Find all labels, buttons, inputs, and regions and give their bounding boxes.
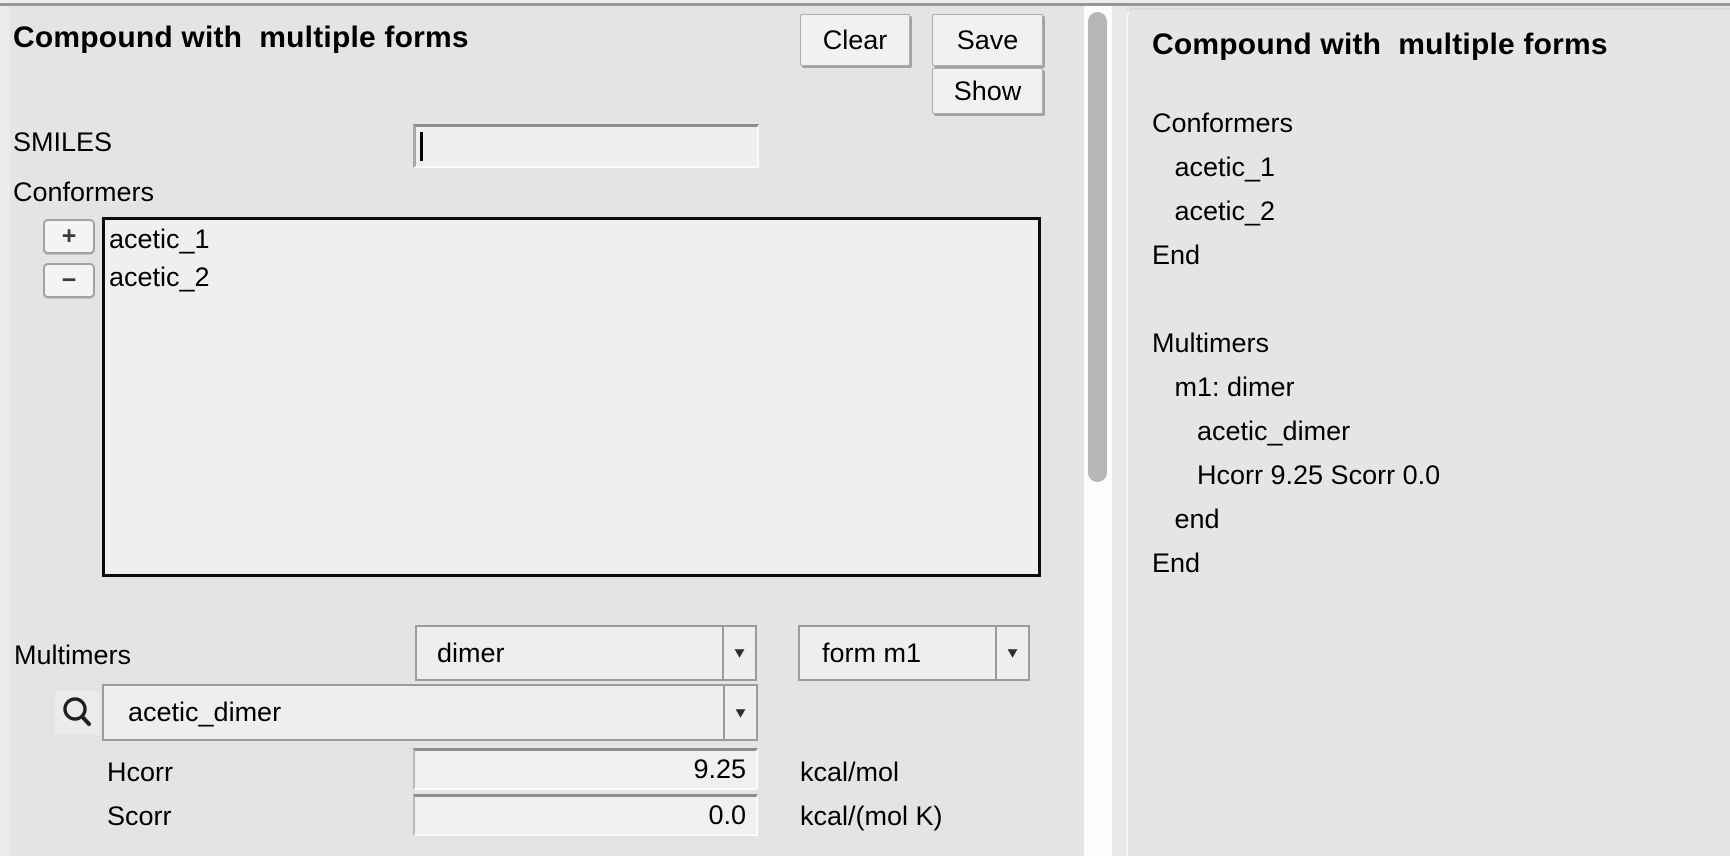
preview-line: Multimers xyxy=(1152,327,1270,358)
conformers-listbox[interactable]: acetic_1 acetic_2 xyxy=(102,217,1041,577)
hcorr-input[interactable] xyxy=(413,748,758,790)
search-icon xyxy=(63,697,91,726)
search-button[interactable] xyxy=(55,691,99,735)
preview-line: End xyxy=(1152,547,1201,578)
panel-divider xyxy=(1112,6,1126,856)
list-item[interactable]: acetic_2 xyxy=(109,261,210,292)
show-button[interactable]: Show xyxy=(932,68,1043,114)
conformers-label: Conformers xyxy=(13,177,155,207)
multimers-label: Multimers xyxy=(14,640,132,670)
chevron-down-icon: ▼ xyxy=(995,627,1028,679)
remove-conformer-button[interactable]: − xyxy=(43,263,95,298)
text-cursor xyxy=(420,132,423,161)
window-top-strip xyxy=(0,0,1730,3)
scorr-label: Scorr xyxy=(107,801,172,831)
page-title: Compound with multiple forms xyxy=(13,21,469,54)
hcorr-label: Hcorr xyxy=(107,757,173,787)
preview-title: Compound with multiple forms xyxy=(1152,28,1608,61)
preview-line: Hcorr 9.25 Scorr 0.0 xyxy=(1152,459,1441,490)
scrollbar-thumb[interactable] xyxy=(1088,12,1107,482)
left-edge-strip xyxy=(0,6,10,856)
preview-text: Conformers acetic_1 acetic_2 End Multimers… xyxy=(1152,101,1720,585)
hcorr-unit: kcal/mol xyxy=(800,757,900,787)
dropdown-value: form m1 xyxy=(822,637,922,668)
dropdown-value: acetic_dimer xyxy=(128,697,282,727)
preview-line: acetic_1 xyxy=(1152,151,1276,182)
clear-button[interactable]: Clear xyxy=(800,14,910,66)
preview-line: acetic_2 xyxy=(1152,195,1276,226)
chevron-down-icon: ▼ xyxy=(723,686,756,739)
scrollbar-track[interactable] xyxy=(1084,6,1112,856)
preview-line: End xyxy=(1152,239,1201,270)
smiles-input[interactable] xyxy=(413,124,759,168)
add-conformer-button[interactable]: + xyxy=(43,219,95,254)
multimer-form-dropdown[interactable]: form m1 ▼ xyxy=(798,625,1030,681)
preview-line: Conformers xyxy=(1152,107,1294,138)
preview-line: end xyxy=(1152,503,1220,534)
save-button[interactable]: Save xyxy=(932,14,1043,66)
preview-line: m1: dimer xyxy=(1152,371,1295,402)
multimer-conformer-dropdown[interactable]: acetic_dimer ▼ xyxy=(102,684,758,741)
preview-panel: Compound with multiple forms Conformers … xyxy=(1126,8,1730,856)
smiles-label: SMILES xyxy=(13,127,113,157)
window-top-border xyxy=(0,3,1730,6)
scorr-unit: kcal/(mol K) xyxy=(800,801,943,831)
scorr-input[interactable] xyxy=(413,794,758,836)
multimer-type-dropdown[interactable]: dimer ▼ xyxy=(415,625,757,681)
dropdown-value: dimer xyxy=(437,637,505,668)
list-item[interactable]: acetic_1 xyxy=(109,223,210,254)
preview-line xyxy=(1152,277,1720,321)
chevron-down-icon: ▼ xyxy=(722,627,755,679)
preview-line: acetic_dimer xyxy=(1152,415,1351,446)
